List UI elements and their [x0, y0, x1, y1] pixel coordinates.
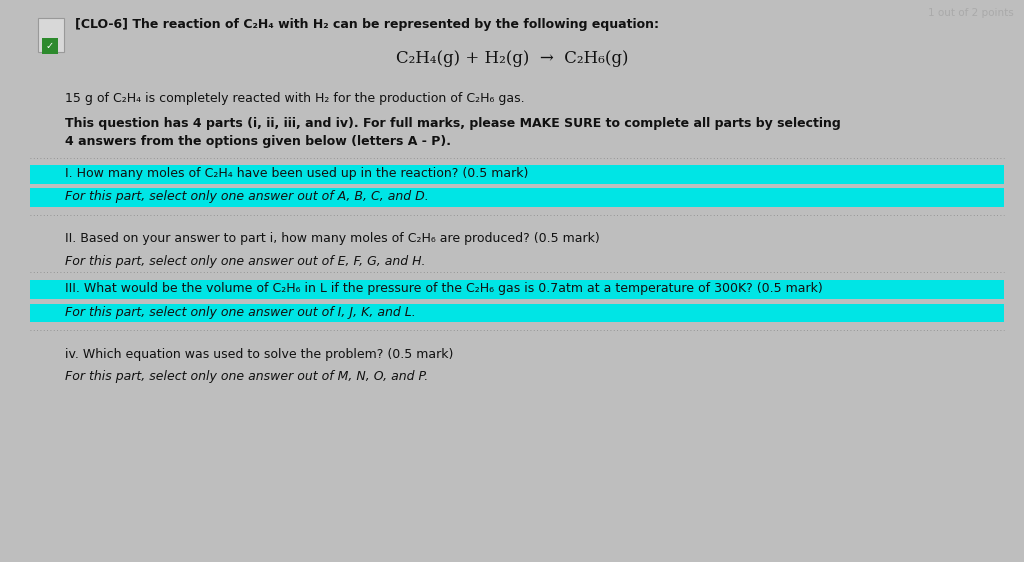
Text: 15 g of C₂H₄ is completely reacted with H₂ for the production of C₂H₆ gas.: 15 g of C₂H₄ is completely reacted with …	[65, 92, 524, 105]
Text: III. What would be the volume of C₂H₆ in L if the pressure of the C₂H₆ gas is 0.: III. What would be the volume of C₂H₆ in…	[65, 282, 822, 295]
Text: [CLO-6] The reaction of C₂H₄ with H₂ can be represented by the following equatio: [CLO-6] The reaction of C₂H₄ with H₂ can…	[75, 18, 659, 31]
Text: 1 out of 2 points: 1 out of 2 points	[928, 8, 1014, 18]
FancyBboxPatch shape	[42, 38, 58, 54]
Text: For this part, select only one answer out of E, F, G, and H.: For this part, select only one answer ou…	[65, 255, 426, 268]
Bar	[30, 165, 1004, 184]
Bar	[30, 188, 1004, 207]
Text: For this part, select only one answer out of I, J, K, and L.: For this part, select only one answer ou…	[65, 306, 416, 319]
Text: For this part, select only one answer out of A, B, C, and D.: For this part, select only one answer ou…	[65, 190, 429, 203]
Text: This question has 4 parts (i, ii, iii, and iv). For full marks, please MAKE SURE: This question has 4 parts (i, ii, iii, a…	[65, 117, 841, 130]
Bar	[30, 280, 1004, 299]
Text: I. How many moles of C₂H₄ have been used up in the reaction? (0.5 mark): I. How many moles of C₂H₄ have been used…	[65, 167, 528, 180]
Bar	[30, 304, 1004, 322]
Text: iv. Which equation was used to solve the problem? (0.5 mark): iv. Which equation was used to solve the…	[65, 348, 454, 361]
FancyBboxPatch shape	[38, 18, 63, 52]
Text: II. Based on your answer to part i, how many moles of C₂H₆ are produced? (0.5 ma: II. Based on your answer to part i, how …	[65, 232, 600, 245]
Text: C₂H₄(g) + H₂(g)  →  C₂H₆(g): C₂H₄(g) + H₂(g) → C₂H₆(g)	[395, 50, 629, 67]
Text: 4 answers from the options given below (letters A - P).: 4 answers from the options given below (…	[65, 135, 451, 148]
Text: For this part, select only one answer out of M, N, O, and P.: For this part, select only one answer ou…	[65, 370, 428, 383]
Text: ✓: ✓	[46, 41, 54, 51]
